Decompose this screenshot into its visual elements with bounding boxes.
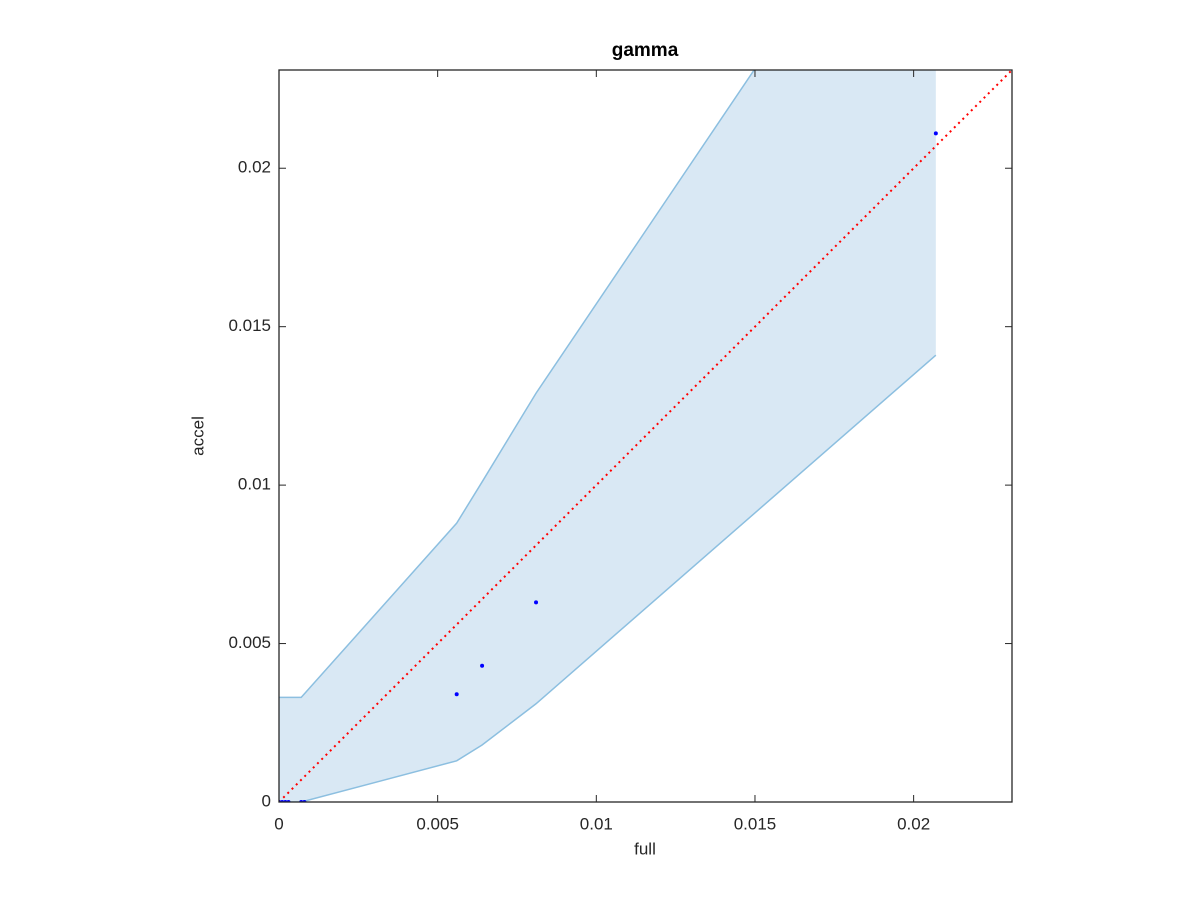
band-edge [279, 70, 756, 699]
band-edge [279, 354, 937, 802]
identity-line [279, 70, 1012, 802]
point [454, 692, 459, 697]
x-tick-label: 0.005 [416, 814, 459, 833]
y-tick-label: 0.015 [228, 316, 271, 335]
y-tick-label: 0 [262, 791, 271, 810]
y-tick-label: 0.02 [238, 158, 271, 177]
point [480, 663, 485, 668]
y-axis-label: accel [188, 416, 207, 456]
x-tick-label: 0.02 [897, 814, 930, 833]
axes-box [278, 69, 1013, 803]
point [534, 600, 539, 605]
confidence-band [279, 70, 936, 802]
x-axis-label: full [634, 839, 656, 858]
point [933, 131, 938, 136]
x-tick-label: 0.015 [734, 814, 777, 833]
x-tick-label: 0.01 [580, 814, 613, 833]
plot-area [279, 70, 1012, 802]
y-tick-label: 0.01 [238, 475, 271, 494]
x-tick-label: 0 [274, 814, 283, 833]
y-tick-label: 0.005 [228, 633, 271, 652]
chart-title: gamma [612, 40, 679, 61]
